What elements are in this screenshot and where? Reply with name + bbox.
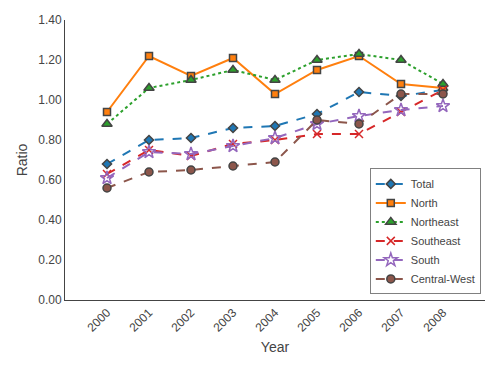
svg-text:1.00: 1.00 <box>38 93 62 107</box>
svg-text:2002: 2002 <box>169 306 198 335</box>
svg-text:2006: 2006 <box>337 306 366 335</box>
svg-text:2007: 2007 <box>379 306 408 335</box>
svg-text:Northeast: Northeast <box>411 216 459 228</box>
svg-text:Year: Year <box>261 339 290 355</box>
svg-text:0.80: 0.80 <box>38 133 62 147</box>
svg-text:0.20: 0.20 <box>38 253 62 267</box>
svg-text:0.60: 0.60 <box>38 173 62 187</box>
svg-text:North: North <box>411 197 438 209</box>
svg-text:2003: 2003 <box>211 306 240 335</box>
svg-text:South: South <box>411 254 440 266</box>
svg-text:1.40: 1.40 <box>38 13 62 27</box>
svg-text:Total: Total <box>411 178 434 190</box>
svg-text:1.20: 1.20 <box>38 53 62 67</box>
svg-text:2001: 2001 <box>127 306 156 335</box>
svg-text:2000: 2000 <box>85 306 114 335</box>
svg-text:Southeast: Southeast <box>411 235 461 247</box>
svg-text:2005: 2005 <box>295 306 324 335</box>
svg-text:2008: 2008 <box>421 306 450 335</box>
svg-text:Ratio: Ratio <box>14 143 30 176</box>
svg-text:0.40: 0.40 <box>38 213 62 227</box>
svg-text:0.00: 0.00 <box>38 293 62 307</box>
svg-text:Central-West: Central-West <box>411 273 475 285</box>
svg-text:2004: 2004 <box>253 306 282 335</box>
